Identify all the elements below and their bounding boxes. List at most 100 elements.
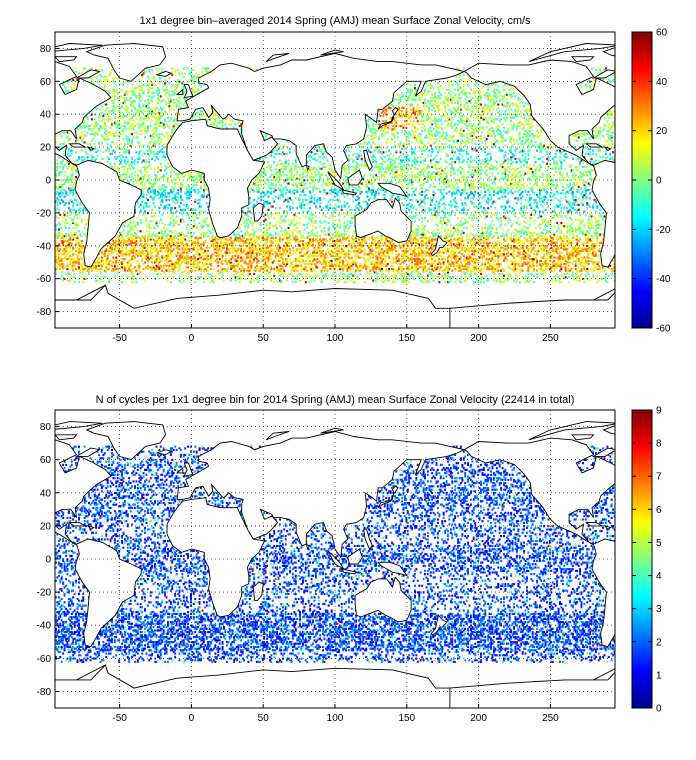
velocity-bin xyxy=(202,235,205,238)
velocity-bin xyxy=(414,253,416,256)
velocity-bin xyxy=(602,238,605,241)
velocity-bin xyxy=(248,241,251,244)
velocity-bin xyxy=(161,248,164,251)
velocity-bin xyxy=(75,212,78,215)
velocity-bin xyxy=(507,246,510,249)
velocity-bin xyxy=(593,269,596,272)
velocity-bin xyxy=(538,264,541,267)
velocity-bin xyxy=(211,238,214,241)
velocity-bin xyxy=(488,253,491,256)
velocity-bin xyxy=(221,248,224,251)
velocity-bin xyxy=(237,240,240,243)
velocity-bin xyxy=(484,263,487,266)
velocity-bin xyxy=(429,254,432,257)
velocity-bin xyxy=(560,228,563,231)
velocity-bin xyxy=(421,263,424,266)
velocity-bin xyxy=(540,268,543,271)
velocity-bin xyxy=(452,238,455,241)
velocity-bin xyxy=(504,248,507,251)
velocity-bin xyxy=(156,241,159,244)
velocity-bin xyxy=(175,266,178,269)
velocity-bin xyxy=(515,230,518,233)
velocity-bin xyxy=(533,213,536,216)
velocity-bin xyxy=(131,272,134,276)
velocity-bin xyxy=(428,231,431,234)
velocity-bin xyxy=(82,271,85,274)
velocity-bin xyxy=(360,268,363,271)
velocity-bin xyxy=(557,248,560,251)
velocity-bin xyxy=(313,269,316,272)
velocity-bin xyxy=(138,264,141,267)
velocity-bin xyxy=(248,246,251,249)
velocity-bin xyxy=(139,246,142,249)
velocity-bin xyxy=(369,245,372,248)
velocity-bin xyxy=(230,236,233,239)
velocity-bin xyxy=(228,263,231,266)
velocity-bin xyxy=(580,221,583,225)
velocity-bin xyxy=(296,221,299,225)
velocity-bin xyxy=(270,269,273,272)
velocity-bin xyxy=(424,254,426,257)
velocity-bin xyxy=(533,258,536,261)
velocity-bin xyxy=(212,243,215,246)
velocity-bin xyxy=(195,217,198,220)
velocity-bin xyxy=(345,254,348,257)
velocity-bin xyxy=(67,243,70,246)
velocity-bin xyxy=(462,226,465,230)
velocity-bin xyxy=(337,213,340,216)
velocity-bin xyxy=(230,261,233,264)
velocity-bin xyxy=(583,233,586,236)
velocity-bin xyxy=(544,261,547,264)
velocity-bin xyxy=(111,251,113,254)
velocity-bin xyxy=(208,236,211,239)
velocity-bin xyxy=(73,231,76,234)
velocity-bin xyxy=(551,217,554,220)
velocity-bin xyxy=(175,221,178,225)
velocity-bin xyxy=(162,226,165,230)
velocity-bin xyxy=(171,268,174,271)
velocity-bin xyxy=(583,277,586,280)
velocity-bin xyxy=(72,248,75,251)
velocity-bin xyxy=(455,259,458,262)
velocity-bin xyxy=(369,261,372,264)
velocity-bin xyxy=(345,226,348,230)
velocity-bin xyxy=(237,271,240,274)
velocity-bin xyxy=(602,266,605,269)
velocity-bin xyxy=(470,231,472,234)
velocity-bin xyxy=(286,251,289,254)
velocity-bin xyxy=(547,249,550,253)
velocity-bin xyxy=(333,258,336,261)
velocity-bin xyxy=(125,235,128,238)
velocity-bin xyxy=(345,253,348,256)
velocity-bin xyxy=(251,236,254,239)
velocity-bin xyxy=(96,268,99,271)
velocity-bin xyxy=(515,254,518,257)
velocity-bin xyxy=(399,266,402,269)
velocity-bin xyxy=(564,269,567,272)
velocity-bin xyxy=(323,266,326,269)
velocity-bin xyxy=(541,272,544,276)
velocity-bin xyxy=(70,259,73,262)
velocity-bin xyxy=(368,277,370,280)
velocity-bin xyxy=(494,235,497,238)
velocity-bin xyxy=(563,266,566,269)
velocity-bin xyxy=(491,236,494,239)
velocity-bin xyxy=(243,274,246,277)
velocity-bin xyxy=(382,276,385,279)
velocity-bin xyxy=(154,215,157,218)
velocity-bin xyxy=(613,269,615,272)
velocity-bin xyxy=(264,238,267,241)
velocity-bin xyxy=(474,272,477,276)
velocity-bin xyxy=(584,231,587,234)
velocity-bin xyxy=(248,264,251,267)
velocity-bin xyxy=(593,246,596,249)
velocity-bin xyxy=(90,268,93,271)
velocity-bin xyxy=(198,228,201,231)
velocity-bin xyxy=(248,248,251,251)
velocity-bin xyxy=(260,258,263,261)
velocity-bin xyxy=(500,246,503,249)
velocity-bin xyxy=(428,263,431,266)
velocity-bin xyxy=(596,233,599,236)
velocity-bin xyxy=(536,261,538,264)
velocity-bin xyxy=(63,221,66,225)
